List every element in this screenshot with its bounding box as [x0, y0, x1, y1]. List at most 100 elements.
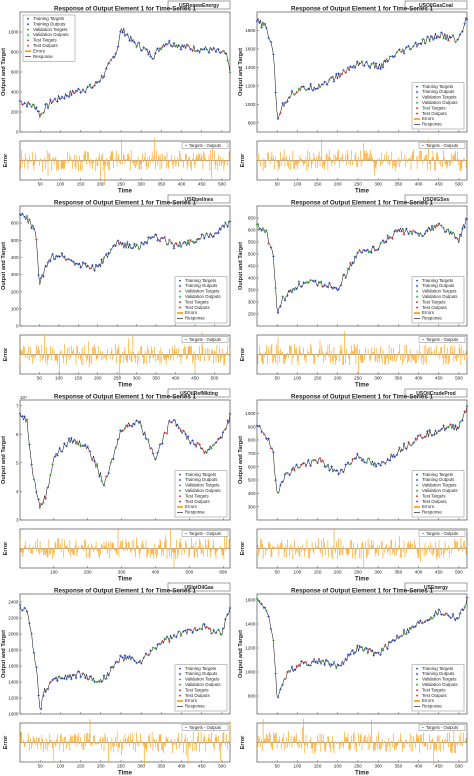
- x-tick-label: 100: [294, 764, 302, 769]
- legend-label: Training Outputs: [185, 283, 218, 288]
- legend-label: Validation Targets: [185, 289, 220, 294]
- legend-label: Response: [185, 704, 205, 709]
- y-tick-label: 300: [248, 504, 256, 509]
- legend-label: Errors: [33, 48, 46, 53]
- x-tick-label: 250: [354, 376, 362, 381]
- legend-marker: [27, 18, 29, 20]
- legend-marker: [27, 40, 29, 42]
- chart-title: Response of Output Element 1 for Time-Se…: [291, 394, 433, 401]
- legend-label: Validation Targets: [185, 677, 220, 682]
- error-legend-label: Targets - Outputs: [426, 725, 458, 730]
- y-tick-label: 100: [11, 306, 19, 311]
- legend-label: Validation Targets: [33, 27, 68, 32]
- legend-marker: [179, 689, 181, 691]
- legend-label: Test Outputs: [185, 499, 210, 504]
- legend-label: Test Targets: [185, 687, 209, 692]
- legend-label: Validation Targets: [422, 677, 457, 682]
- x-tick-label: 600: [219, 570, 227, 575]
- error-legend-label: Targets - Outputs: [426, 143, 458, 148]
- x-tick-label: 350: [158, 764, 166, 769]
- y-tick-label: 1800: [8, 648, 19, 653]
- error-legend-label: Targets - Outputs: [189, 725, 221, 730]
- x-tick-label: 200: [334, 182, 342, 187]
- x-tick-label: 450: [435, 570, 443, 575]
- y-tick-label: 400: [248, 276, 256, 281]
- legend-marker: [416, 689, 418, 691]
- legend-label: Training Outputs: [422, 671, 455, 676]
- legend-marker: [416, 485, 418, 487]
- legend-label: Training Targets: [185, 278, 217, 283]
- legend-label: Errors: [185, 504, 198, 509]
- x-tick-label: 400: [178, 764, 186, 769]
- legend-label: Validation Outputs: [185, 294, 221, 299]
- x-tick-label: 450: [435, 376, 443, 381]
- y-tick-label: 1600: [8, 664, 19, 669]
- legend-label: Training Outputs: [422, 89, 455, 94]
- legend-label: Errors: [185, 310, 198, 315]
- legend-marker: [179, 485, 181, 487]
- error-legend-label: Targets - Outputs: [189, 531, 221, 536]
- y-axis-label: Output and Target: [238, 48, 244, 96]
- legend-marker: [416, 668, 418, 670]
- x-tick-label: 200: [94, 376, 102, 381]
- legend-marker: [416, 679, 418, 681]
- y-tick-label: 200: [11, 289, 19, 294]
- y-tick-label: 650: [248, 216, 256, 221]
- legend-label: Test Outputs: [422, 305, 447, 310]
- y-tick-label: 600: [11, 221, 19, 226]
- error-legend-label: Targets - Outputs: [426, 531, 458, 536]
- legend-label: Validation Targets: [185, 483, 220, 488]
- y-tick-label: 1800: [245, 28, 256, 33]
- legend-label: Training Outputs: [185, 477, 218, 482]
- x-tick-label: 150: [77, 182, 85, 187]
- y-tick-label: 1200: [245, 83, 256, 88]
- y-tick-label: 1600: [245, 47, 256, 52]
- x-tick-label: 350: [395, 182, 403, 187]
- x-tick-label: 200: [334, 570, 342, 575]
- y-tick-label: 900: [248, 424, 256, 429]
- error-axis-label: Error: [3, 735, 9, 750]
- x-tick-label: 150: [77, 764, 85, 769]
- y-tick-label: 1200: [8, 696, 19, 701]
- x-tick-label: 400: [178, 182, 186, 187]
- legend-marker: [27, 29, 29, 31]
- legend-marker: [179, 668, 181, 670]
- x-tick-label: 500: [455, 764, 463, 769]
- y-exponent: 10⁴: [20, 395, 27, 400]
- legend-label: Response: [185, 510, 205, 515]
- y-tick-label: 500: [248, 478, 256, 483]
- x-tick-label: 500: [218, 764, 226, 769]
- y-axis-label: Output and Target: [1, 436, 7, 484]
- y-tick-label: 2200: [8, 616, 19, 621]
- y-tick-label: 1200: [245, 646, 256, 651]
- legend-label: Validation Outputs: [422, 100, 458, 105]
- x-tick-label: 100: [55, 376, 63, 381]
- y-tick-label: 1400: [245, 65, 256, 70]
- y-axis-label: Output and Target: [238, 242, 244, 290]
- legend-label: Training Targets: [422, 666, 454, 671]
- x-tick-label: 250: [354, 182, 362, 187]
- y-tick-label: 1400: [8, 680, 19, 685]
- error-axis-label: Error: [3, 153, 9, 168]
- chart-title: Response of Output Element 1 for Time-Se…: [54, 394, 196, 401]
- x-tick-label: 200: [84, 570, 92, 575]
- x-tick-label: 150: [314, 182, 322, 187]
- legend-label: Test Outputs: [33, 43, 58, 48]
- legend-label: Training Outputs: [185, 671, 218, 676]
- x-tick-label: 50: [38, 182, 44, 187]
- y-tick-label: 4: [16, 489, 19, 494]
- y-tick-label: 600: [248, 464, 256, 469]
- x-tick-label: 500: [455, 182, 463, 187]
